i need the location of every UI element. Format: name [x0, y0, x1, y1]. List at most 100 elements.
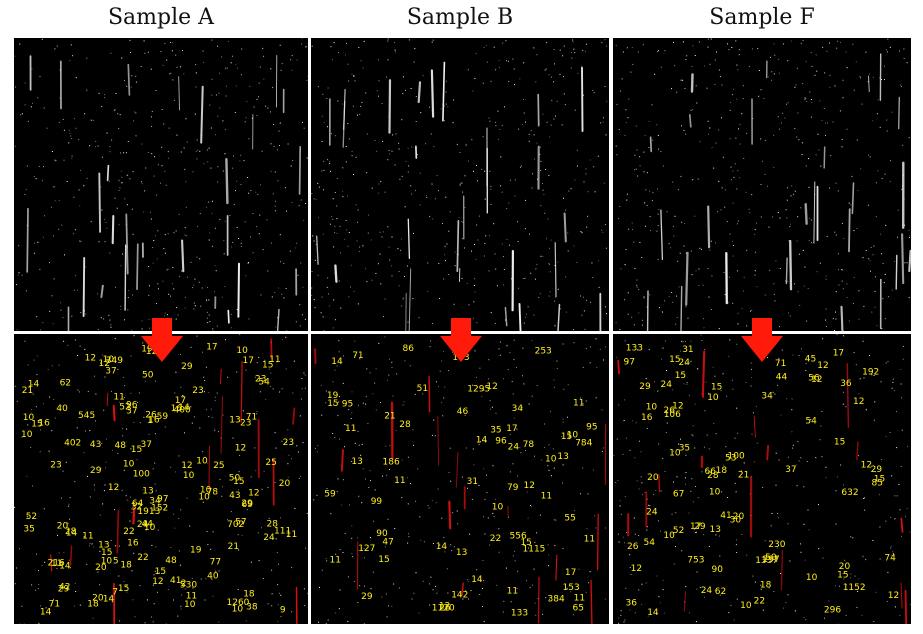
streak-label: 11 — [574, 593, 585, 603]
streak-label: 69 — [242, 500, 254, 510]
streak-label: 192 — [862, 368, 879, 378]
streak-label: 15 — [118, 584, 129, 594]
streak-label: 65 — [573, 604, 584, 614]
streak-label: 11 — [573, 399, 584, 409]
streak-label: 32 — [131, 502, 142, 512]
streak-label: 42 — [59, 583, 70, 593]
streak-label: 10 — [101, 557, 113, 567]
streak-label: 64 — [132, 499, 144, 509]
streak-label: 29 — [241, 499, 253, 509]
streak-label: 15 — [669, 355, 680, 365]
streak-label: 11 — [394, 476, 405, 486]
streak-label: 29 — [871, 465, 883, 475]
streak-label: 11 — [113, 393, 124, 403]
streak-label: 13 — [557, 452, 568, 462]
streak-label: 21 — [384, 412, 395, 422]
streak-label: 14 — [178, 403, 190, 413]
streak-label: 11 — [186, 592, 197, 602]
streak-label: 14 — [436, 542, 448, 552]
streak-label: 15 — [327, 399, 338, 409]
streak-label: 31 — [467, 477, 478, 487]
streak-label: 20 — [95, 563, 107, 573]
streak-label: 21 — [22, 386, 33, 396]
streak-label: 85 — [872, 478, 883, 488]
streak-label: 18 — [120, 561, 132, 571]
down-arrow-icon — [141, 318, 183, 362]
streak-label: 59 — [324, 489, 336, 499]
streak-label: 35 — [23, 524, 34, 534]
streak-label: 57 — [235, 518, 246, 528]
streak-label: 26 — [664, 406, 676, 416]
streak-label: 23 — [50, 461, 61, 471]
streak-label: 62 — [715, 587, 726, 597]
streak-label: 19 — [327, 391, 339, 401]
streak-label: 152 — [151, 504, 168, 514]
streak-label: 24 — [508, 443, 520, 453]
streak-label: 74 — [884, 554, 896, 564]
streak-label: 14 — [40, 607, 52, 617]
streak-label: 36 — [626, 598, 638, 608]
streak-label: 90 — [376, 529, 388, 539]
streak-label: 22 — [137, 553, 148, 563]
streak-label: 216 — [48, 559, 65, 569]
streak-label: 17 — [690, 522, 701, 532]
streak-label: 11 — [82, 532, 93, 542]
streak-label: 28 — [707, 471, 719, 481]
streak-label: 21 — [738, 470, 749, 480]
streak-label: 41 — [170, 576, 181, 586]
streak-label: 20 — [839, 562, 851, 572]
streak-label: 54 — [258, 377, 270, 387]
streak-label: 59 — [157, 412, 169, 422]
streak-label: 15 — [561, 432, 572, 442]
streak-label: 10 — [669, 449, 681, 459]
streak-label: 253 — [535, 347, 552, 357]
streak-label: 34 — [512, 404, 524, 414]
streak-label: 106 — [664, 410, 681, 420]
streak-label: 40 — [56, 404, 68, 414]
streak-label: 44 — [776, 372, 788, 382]
streak-label: 20 — [57, 522, 69, 532]
streak-label: 14 — [471, 575, 483, 585]
streak-label: 12 — [248, 489, 259, 499]
streak-label: 12 — [99, 359, 110, 369]
raw-image-sample-b — [311, 38, 609, 331]
streak-label: 5 — [113, 557, 119, 567]
streak-label: 530 — [180, 581, 197, 591]
streak-label: 12 — [152, 577, 163, 587]
streak-label: 2 — [181, 579, 187, 589]
streak-label: 15 — [262, 361, 273, 371]
streak-label: 20 — [647, 473, 659, 483]
title-sample-a: Sample A — [107, 5, 215, 30]
streak-label: 56 — [808, 373, 820, 383]
streak-label: 12 — [853, 397, 864, 407]
streak-label: 31 — [682, 345, 693, 355]
streak-label: 1 — [147, 416, 153, 426]
streak-label: 15 — [837, 570, 848, 580]
streak-label: 71 — [352, 351, 363, 361]
streak-label: 16 — [38, 419, 50, 429]
streak-label: 25 — [265, 458, 276, 468]
streak-label: 50 — [142, 371, 154, 381]
streak-label: 29 — [181, 362, 193, 372]
streak-label: 37 — [785, 465, 796, 475]
streak-label: 17 — [565, 568, 576, 578]
streak-label: 11 — [330, 556, 341, 566]
streak-label: 97 — [157, 495, 168, 505]
raw-streaks-b — [311, 38, 608, 331]
raw-image-sample-f — [613, 38, 911, 331]
streak-label: 1120 — [432, 603, 455, 613]
streak-label: 95 — [342, 400, 353, 410]
streak-label: 10 — [663, 531, 675, 541]
streak-label: 20 — [733, 512, 745, 522]
streak-label: 28 — [65, 527, 77, 537]
streak-label: 47 — [382, 538, 393, 548]
streak-label: 702 — [227, 520, 244, 530]
streak-label: 12 — [672, 401, 683, 411]
streak-label: 44 — [142, 520, 154, 530]
streak-label: 12 — [108, 483, 119, 493]
streak-label: 186 — [383, 457, 400, 467]
streak-label: 15 — [874, 474, 885, 484]
streak-label: 29 — [90, 466, 102, 476]
streak-label: 12 — [888, 591, 899, 601]
streak-label: 10 — [545, 455, 557, 465]
